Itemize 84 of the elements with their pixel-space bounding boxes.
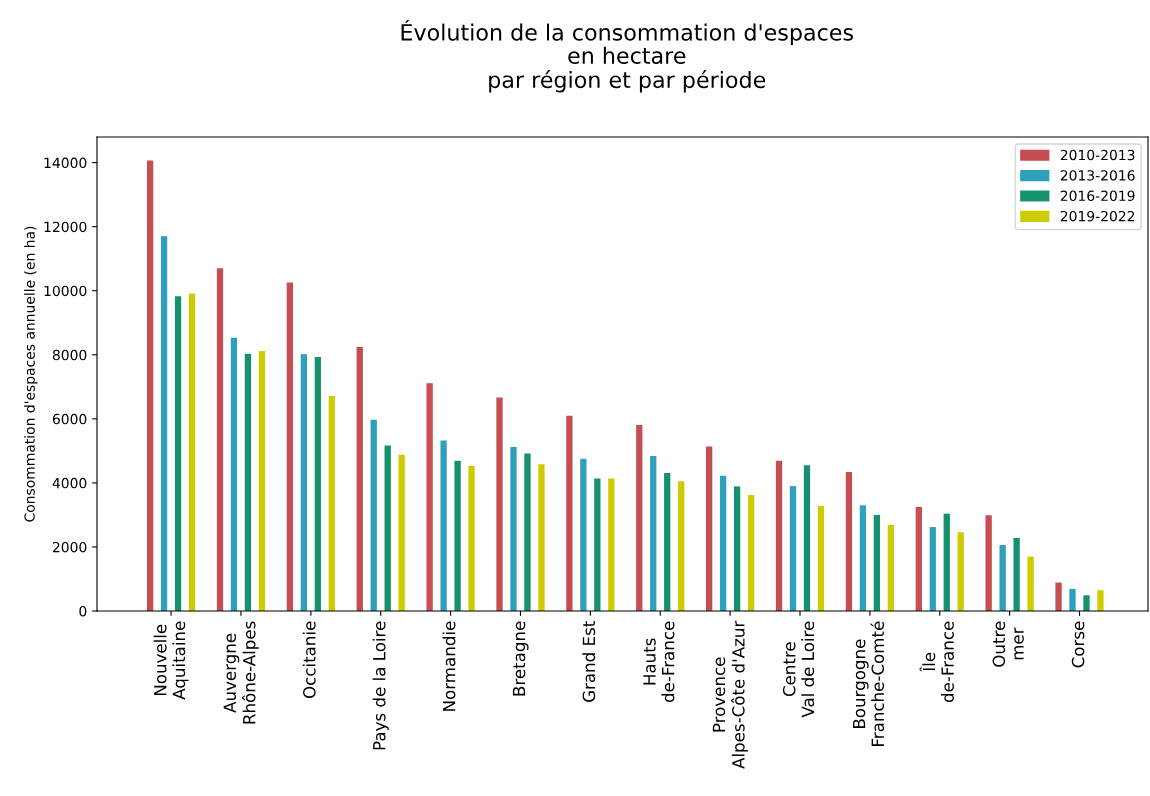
y-tick-label: 6000 (52, 413, 87, 425)
legend-label: 2019-2022 (1060, 210, 1135, 222)
y-tick-label: 4000 (52, 477, 87, 489)
bar (314, 357, 321, 611)
bar (174, 296, 182, 611)
x-tick-label: Nouvelle Aquitaine (153, 621, 189, 700)
x-tick-label: Hauts de-France (643, 621, 675, 703)
x-tick-label: Pays de la Loire (372, 621, 389, 750)
bar (985, 515, 992, 611)
bar (510, 447, 517, 611)
bar (370, 419, 377, 611)
bar (845, 472, 853, 611)
bar (608, 478, 615, 611)
bar (300, 354, 307, 611)
bar (216, 268, 224, 611)
bar (957, 532, 964, 611)
bar (929, 527, 936, 611)
bar (384, 445, 391, 611)
bar (915, 506, 922, 611)
x-tick-label: Normandie (442, 621, 456, 711)
bar (356, 347, 363, 611)
x-tick-label: Bourgogne Franche-Comté (852, 621, 885, 746)
bar (580, 458, 587, 611)
bar (286, 282, 294, 611)
bar (650, 455, 657, 611)
x-tick-label: Bretagne (512, 621, 529, 696)
y-tick-label: 12000 (44, 221, 87, 233)
bar (468, 465, 475, 611)
bar (999, 545, 1006, 611)
bar (496, 397, 503, 611)
bar (1055, 582, 1062, 611)
bar (188, 293, 196, 611)
bar (244, 353, 252, 611)
bar (538, 464, 545, 611)
y-tick-label: 10000 (44, 285, 87, 297)
bar (454, 460, 461, 611)
x-tick-label: Grand Est (582, 621, 596, 702)
bar (440, 440, 447, 611)
x-tick-label: Occitanie (302, 621, 316, 699)
bar (733, 486, 741, 611)
y-axis-title: Consommation d'espaces annuelle (en ha) (24, 226, 38, 522)
bar (328, 396, 335, 611)
bar (230, 337, 238, 611)
bar (1027, 556, 1034, 611)
x-tick-label: Provence Alpes-Côte d'Azur (712, 620, 748, 769)
bar (719, 475, 727, 611)
legend-label: 2016-2019 (1060, 190, 1135, 202)
bar (747, 495, 755, 611)
bar (524, 453, 531, 611)
bar (678, 481, 685, 611)
legend-label: 2013-2016 (1060, 170, 1135, 181)
y-tick-label: 8000 (52, 349, 87, 361)
bar (160, 236, 168, 611)
bar (1083, 595, 1090, 611)
bar (887, 524, 894, 611)
bar (803, 465, 811, 611)
bar (706, 446, 713, 611)
bar (146, 160, 154, 611)
x-tick-label: Outre mer (992, 621, 1024, 667)
x-tick-label: Corse (1071, 621, 1085, 668)
bar (258, 350, 266, 611)
bar (636, 424, 643, 611)
legend-label: 2010-2013 (1060, 149, 1135, 161)
bar (859, 505, 867, 611)
bar (1013, 537, 1020, 611)
x-tick-label: Île de-France (919, 621, 954, 703)
chart-title: Évolution de la consommation d'espaces en hectare par région et par période (401, 19, 853, 93)
bar (1069, 588, 1076, 611)
x-tick-label: Auvergne Rhône-Alpes (223, 621, 259, 724)
bar (817, 505, 825, 611)
y-tick-label: 2000 (52, 541, 87, 553)
x-tick-label: Centre Val de Loire (782, 621, 815, 718)
bar (775, 460, 783, 611)
bar (594, 478, 601, 611)
bar (943, 513, 950, 611)
bar (426, 383, 433, 611)
bar (1097, 590, 1104, 611)
bar (789, 486, 797, 611)
bar (566, 415, 573, 611)
y-tick-label: 0 (79, 605, 87, 617)
y-tick-label: 14000 (44, 157, 87, 169)
bar (398, 454, 405, 611)
bar (873, 514, 881, 611)
bar (664, 472, 671, 611)
